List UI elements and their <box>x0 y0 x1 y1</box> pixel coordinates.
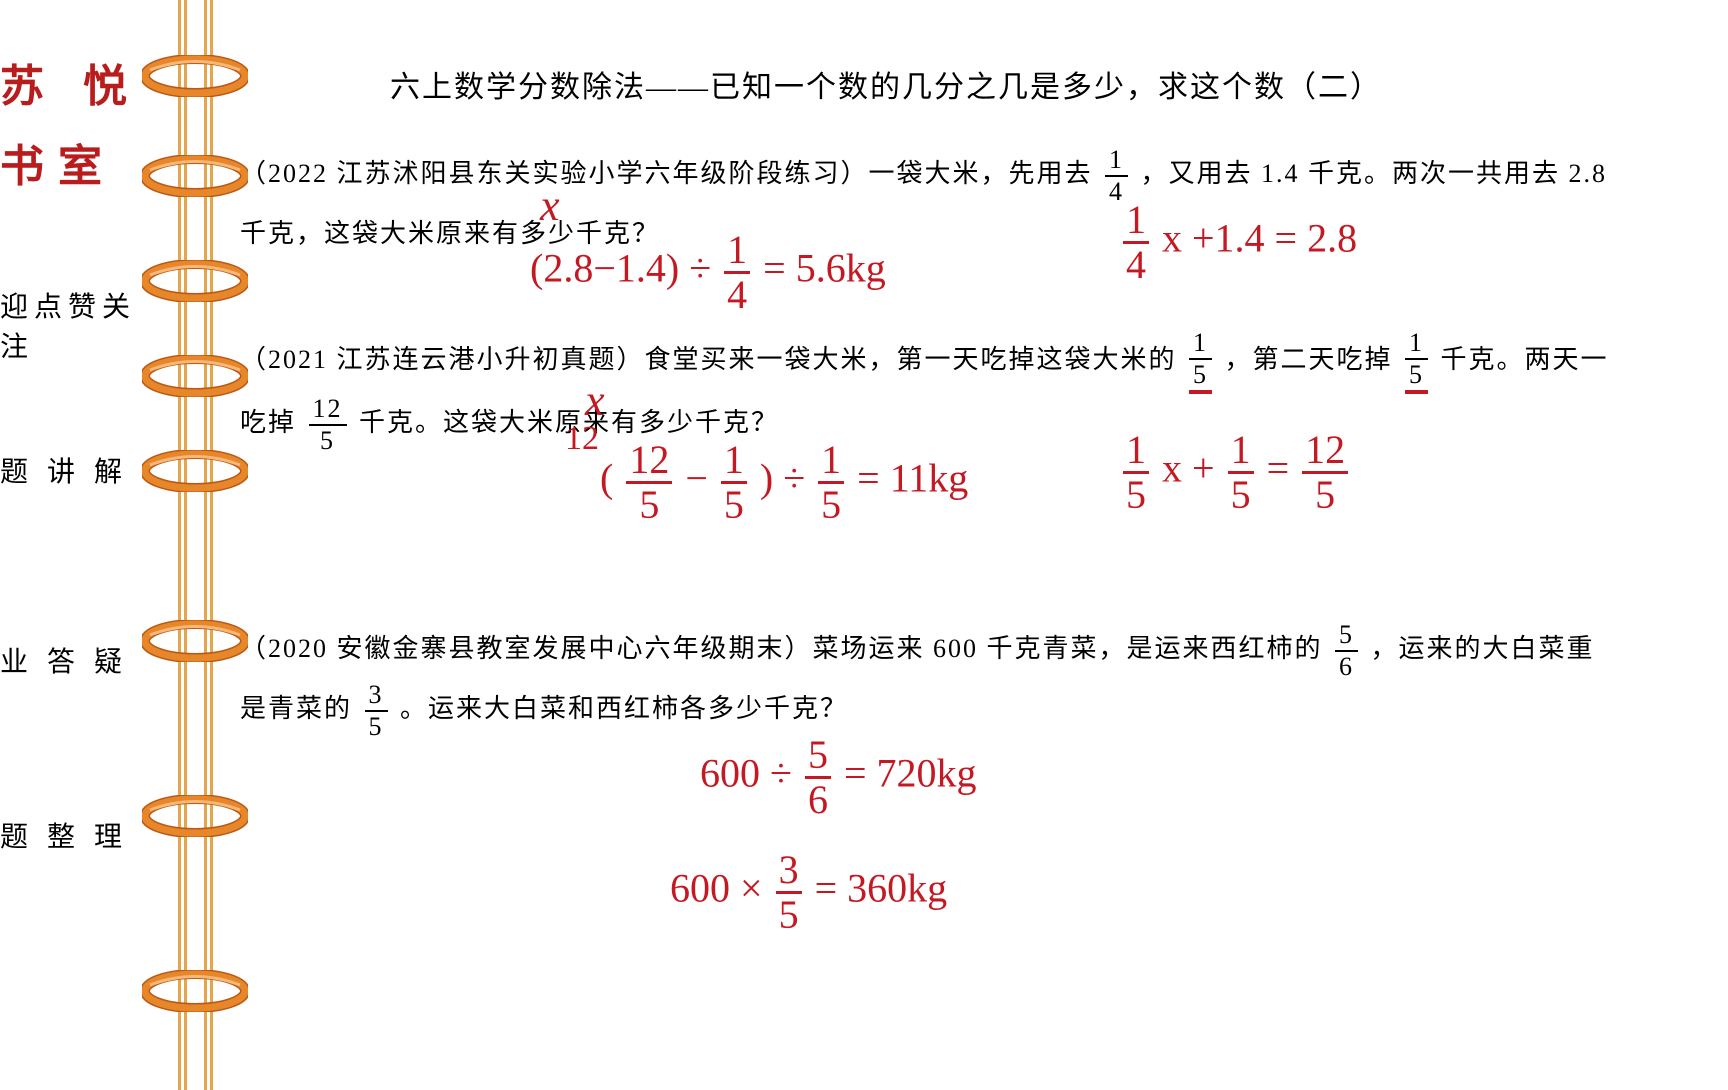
side-text-4: 题 整 理 <box>0 815 150 855</box>
p1-source: （2022 江苏沭阳县东关实验小学六年级阶段练习）一袋大米，先用去 <box>240 159 1093 188</box>
fraction: 1 5 <box>1405 330 1428 394</box>
hand-eq1: (2.8−1.4) ÷ 14 = 5.6kg <box>530 230 886 315</box>
p3-l2a: 是青菜的 <box>240 694 352 723</box>
fraction: 3 5 <box>365 682 388 740</box>
binder-ring <box>142 55 248 97</box>
hand-frac: 125 <box>626 440 672 525</box>
hand-frac: 15 <box>1228 430 1254 515</box>
binder-ring <box>142 355 248 397</box>
binder-ring <box>142 970 248 1012</box>
hand-eq2: 14 x +1.4 = 2.8 <box>1120 200 1357 285</box>
fraction: 12 5 <box>309 396 347 454</box>
side-text-3: 业 答 疑 <box>0 640 150 680</box>
hand-x2: x <box>585 375 605 426</box>
logo-line1: 苏 悦 <box>0 50 141 114</box>
p2-end: 千克。两天一 <box>1441 345 1609 374</box>
hand-frac: 125 <box>1302 430 1348 515</box>
side-text-1: 迎点赞关注 <box>0 285 150 365</box>
page-title: 六上数学分数除法——已知一个数的几分之几是多少，求这个数（二） <box>390 62 1382 106</box>
side-text-2: 题 讲 解 <box>0 450 150 490</box>
fraction: 1 5 <box>1189 330 1212 394</box>
binder-ring <box>142 795 248 837</box>
p3-mid: ，运来的大白菜重 <box>1371 634 1595 663</box>
logo-line2: 书室 <box>0 130 116 194</box>
hand-eq6: 600 × 35 = 360kg <box>670 850 947 935</box>
binder-ring <box>142 260 248 302</box>
hand-x1: x <box>540 180 560 231</box>
hand-eq4: 15 x + 15 = 125 <box>1120 430 1351 515</box>
p2-mid: ，第二天吃掉 <box>1225 345 1393 374</box>
binder-ring <box>142 155 248 197</box>
hand-note12: 12 <box>565 420 599 458</box>
hand-frac: 14 <box>724 230 750 315</box>
problem-3: （2020 安徽金寨县教室发展中心六年级期末）菜场运来 600 千克青菜，是运来… <box>240 620 1720 740</box>
p2-source: （2021 江苏连云港小升初真题）食堂买来一袋大米，第一天吃掉这袋大米的 <box>240 345 1177 374</box>
problem-1: （2022 江苏沭阳县东关实验小学六年级阶段练习）一袋大米，先用去 1 4 ，又… <box>240 145 1720 262</box>
hand-frac: 56 <box>805 735 831 820</box>
fraction: 5 6 <box>1335 622 1358 680</box>
hand-eq3: ( 125 − 15 ) ÷ 15 = 11kg <box>600 440 968 525</box>
content-area: 六上数学分数除法——已知一个数的几分之几是多少，求这个数（二） （2022 江苏… <box>240 0 1720 1080</box>
hand-frac: 35 <box>776 850 802 935</box>
hand-eq5: 600 ÷ 56 = 720kg <box>700 735 977 820</box>
binder-ring <box>142 620 248 662</box>
p3-l2b: 。运来大白菜和西红柿各多少千克？ <box>400 694 848 723</box>
p1-mid: ，又用去 1.4 千克。两次一共用去 2.8 <box>1141 159 1608 188</box>
sidebar: 苏 悦 书室 迎点赞关注 题 讲 解 业 答 疑 题 整 理 <box>0 0 160 1080</box>
p3-source: （2020 安徽金寨县教室发展中心六年级期末）菜场运来 600 千克青菜，是运来… <box>240 634 1323 663</box>
binder <box>160 0 230 1080</box>
hand-frac: 15 <box>818 440 844 525</box>
binder-ring <box>142 450 248 492</box>
hand-frac: 14 <box>1123 200 1149 285</box>
p2-l2a: 吃掉 <box>240 408 296 437</box>
problem-2: （2021 江苏连云港小升初真题）食堂买来一袋大米，第一天吃掉这袋大米的 1 5… <box>240 330 1720 454</box>
fraction: 1 4 <box>1105 147 1128 205</box>
hand-frac: 15 <box>1123 430 1149 515</box>
hand-frac: 15 <box>721 440 747 525</box>
